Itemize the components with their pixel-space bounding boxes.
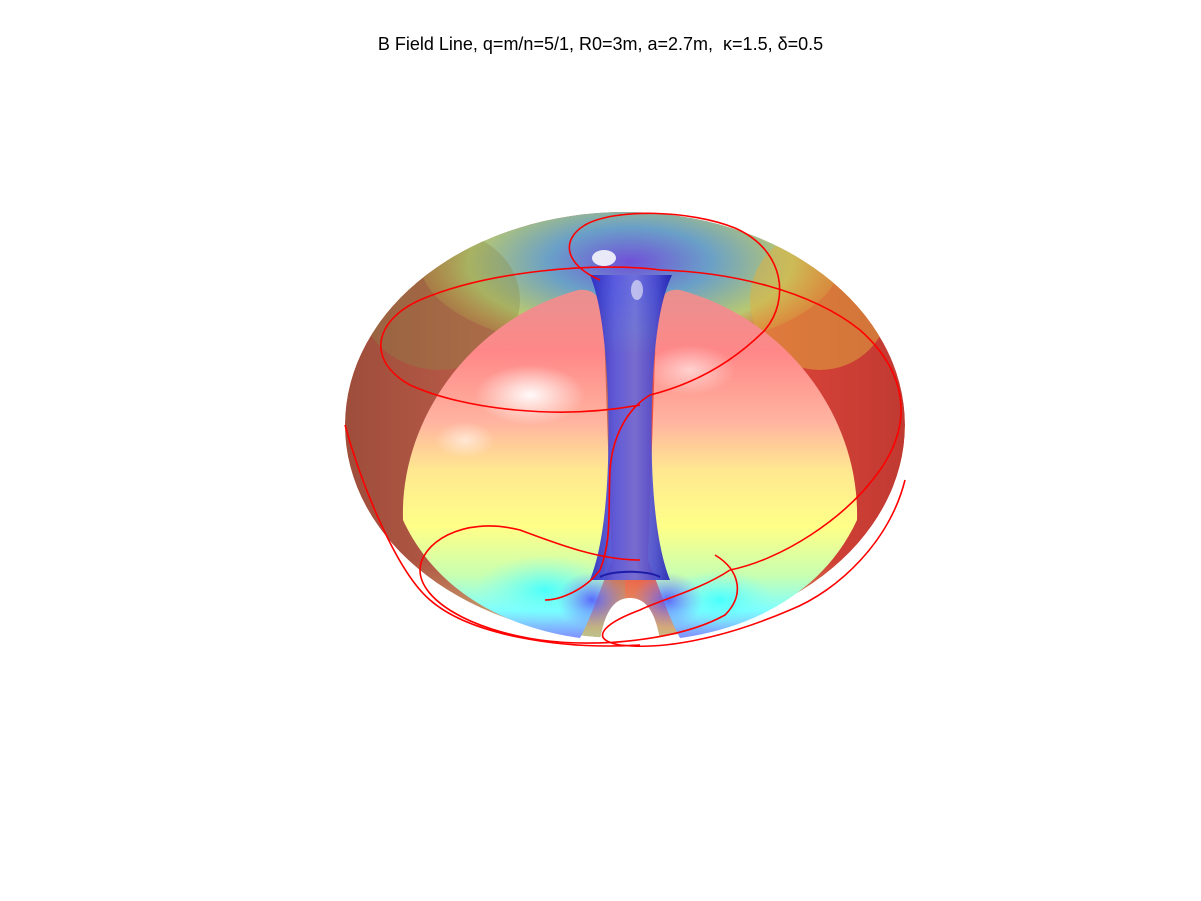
inner-column [590, 250, 672, 580]
plot-title: B Field Line, q=m/n=5/1, R0=3m, a=2.7m, … [377, 34, 824, 54]
field-line [344, 212, 906, 648]
